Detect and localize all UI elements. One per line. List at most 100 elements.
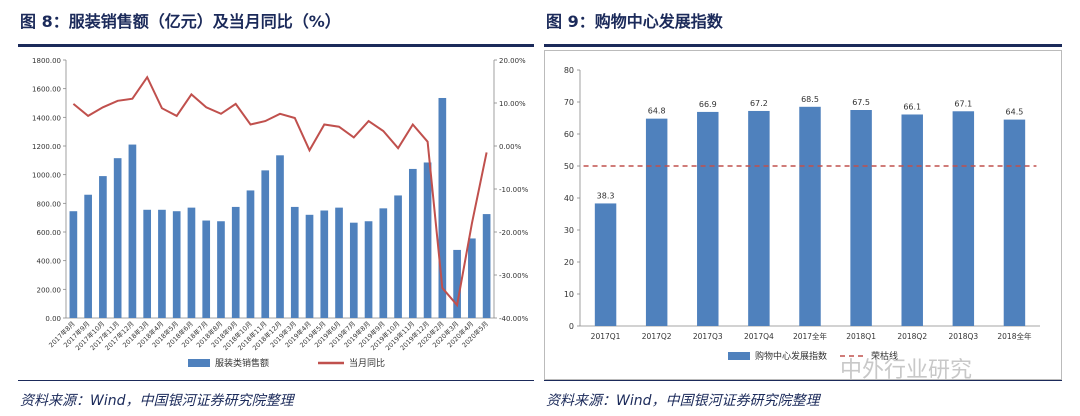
legend-label-reference: 荣枯线 [871, 350, 898, 362]
bar-value-label: 64.5 [1006, 108, 1024, 117]
chart-frame [544, 50, 1062, 380]
y-axis-tick-label: 40 [564, 194, 574, 203]
bar-value-label: 66.1 [903, 102, 921, 111]
sales-bar [113, 158, 122, 318]
left-axis-tick-label: 600.00 [37, 229, 62, 237]
y-axis-tick-label: 10 [564, 290, 574, 299]
bar-value-label: 38.3 [597, 191, 615, 200]
index-bar [901, 114, 923, 326]
yoy-line [72, 75, 488, 308]
index-bar [645, 118, 668, 326]
left-axis-tick-label: 800.00 [37, 200, 62, 208]
x-axis-tick-label: 2017Q4 [744, 332, 774, 341]
left-figure-panel: 图 8：服装销售额（亿元）及当月同比（%） 0.00 200.00 400.00 60… [18, 0, 534, 416]
sales-bar [408, 168, 417, 318]
left-figure-title: 图 8：服装销售额（亿元）及当月同比（%） [20, 12, 341, 31]
right-figure-panel: 图 9：购物中心发展指数 0 10 20 30 40 50 60 70 80 38.3 2017Q1… [544, 0, 1062, 416]
y-axis-tick-label: 50 [564, 162, 574, 171]
index-bar [799, 106, 821, 326]
x-axis-tick-label: 2018全年 [997, 331, 1032, 341]
y-axis-tick-label: 70 [564, 98, 574, 107]
left-axis-tick-label: 400.00 [37, 258, 62, 266]
sales-bar [158, 209, 166, 318]
bar-value-label: 68.5 [801, 95, 819, 104]
bar-value-label: 64.8 [648, 107, 666, 116]
x-axis-tick-label: 2017Q2 [642, 332, 672, 341]
bar-value-label: 66.9 [699, 100, 717, 109]
left-axis-tick-label: 1800.00 [32, 57, 61, 65]
sales-bar [394, 195, 402, 318]
x-axis-tick-label: 2018Q3 [948, 332, 978, 341]
y-axis-tick-label: 30 [564, 226, 574, 235]
sales-bar [202, 220, 211, 318]
y-axis-tick-label: 60 [564, 130, 574, 139]
index-bar [697, 111, 719, 326]
left-axis-tick-label: 1200.00 [32, 143, 61, 151]
sales-bar [84, 194, 92, 318]
index-bar [748, 110, 770, 327]
x-axis-tick-label: 2018Q2 [897, 332, 927, 341]
sales-bar [246, 190, 255, 318]
sales-bar [320, 210, 329, 318]
sales-bar [468, 238, 476, 318]
right-title-rule [544, 44, 1062, 47]
right-axis-tick-label: -30.00% [499, 272, 529, 280]
sales-bar [290, 206, 299, 318]
sales-bar [364, 221, 373, 318]
sales-bar [187, 207, 196, 318]
right-axis-tick-label: -40.00% [499, 315, 529, 323]
sales-chart: 0.00 200.00 400.00 600.00 800.00 1000.00 1200.… [32, 57, 529, 369]
right-axis-tick-label: 0.00% [499, 143, 522, 151]
right-figure-title: 图 9：购物中心发展指数 [546, 12, 723, 31]
x-axis-tick-label: 2017全年 [793, 331, 828, 341]
legend-label-sales: 服装类销售额 [215, 357, 269, 369]
left-axis-tick-label: 1000.00 [32, 172, 61, 180]
sales-bar [423, 162, 432, 318]
sales-bar [69, 211, 78, 318]
right-bottom-rule [544, 380, 1062, 381]
right-axis-tick-label: -10.00% [499, 186, 529, 194]
index-bar [594, 203, 617, 326]
sales-bar [128, 144, 137, 318]
sales-bar [231, 206, 240, 318]
y-axis-tick-label: 80 [564, 66, 574, 75]
right-axis-tick-label: 20.00% [499, 57, 526, 65]
left-axis-tick-label: 1400.00 [32, 114, 61, 122]
sales-bar [172, 211, 181, 318]
y-axis-tick-label: 20 [564, 258, 574, 267]
y-axis-tick-label: 0 [569, 322, 574, 331]
left-title-rule [18, 44, 534, 47]
right-axis-tick-label: -20.00% [499, 229, 529, 237]
legend-swatch-sales [188, 359, 210, 367]
sales-bar [305, 214, 314, 318]
x-axis-tick-label: 2018Q1 [846, 332, 876, 341]
bar-value-label: 67.1 [954, 99, 972, 108]
sales-bar [453, 249, 461, 318]
sales-bar [261, 170, 270, 318]
watermark-text: 中外行业研究 [840, 358, 973, 383]
right-source-note: 资料来源：Wind，中国银河证券研究院整理 [546, 393, 820, 409]
legend-swatch-index [728, 352, 750, 360]
index-bar [1003, 119, 1026, 326]
legend-label-index: 购物中心发展指数 [755, 350, 827, 362]
legend-label-yoy: 当月同比 [349, 357, 385, 369]
sales-bar [379, 208, 388, 318]
left-axis-tick-label: 200.00 [37, 286, 62, 294]
left-axis-tick-label: 1600.00 [32, 86, 61, 94]
index-bar [952, 111, 975, 326]
sales-bar [335, 207, 343, 318]
index-bar [850, 110, 872, 326]
sales-bar [217, 221, 225, 318]
sales-bar [143, 209, 152, 318]
sales-bar [482, 214, 491, 318]
bar-value-label: 67.2 [750, 99, 768, 108]
mall-index-chart: 0 10 20 30 40 50 60 70 80 38.3 2017Q1 64.8 2017Q2 66.… [544, 50, 1062, 380]
x-axis-tick-label: 2017Q1 [591, 332, 621, 341]
left-bottom-rule [18, 380, 534, 381]
sales-bar [438, 97, 447, 318]
right-axis-tick-label: 10.00% [499, 100, 526, 108]
sales-bar [99, 176, 107, 318]
sales-bar [349, 222, 358, 318]
sales-bar [276, 155, 284, 318]
bar-value-label: 67.5 [852, 98, 870, 107]
